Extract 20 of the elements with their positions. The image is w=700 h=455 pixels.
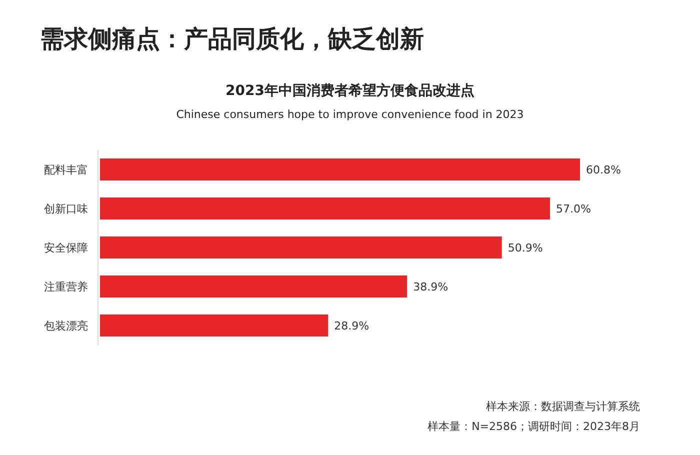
- bar: [100, 314, 328, 336]
- bar: [100, 236, 502, 258]
- text: 需求侧痛点：产品同质化，缺乏创新: [40, 25, 424, 53]
- y-tick-label: 注重营养: [44, 280, 88, 294]
- data-label: 57.0%: [556, 202, 591, 216]
- text: 样本来源：数据调查与计算系统: [486, 400, 640, 413]
- text: 样本量：N=2586；调研时间：2023年8月: [428, 420, 640, 433]
- chart-title: 2023年中国消费者希望方便食品改进点: [226, 82, 474, 99]
- y-tick-label: 配料丰富: [44, 164, 88, 176]
- data-label: 38.9%: [413, 280, 448, 294]
- y-tick-label: 创新口味: [44, 202, 88, 216]
- data-label: 60.8%: [586, 164, 621, 176]
- chart-subtitle: Chinese consumers hope to improve convenience food in 2023: [176, 108, 524, 121]
- y-tick-label: 安全保障: [44, 242, 88, 254]
- y-tick-label: 包装漂亮: [44, 320, 88, 332]
- bar: [100, 158, 580, 180]
- bar: [100, 198, 550, 220]
- bar: [100, 276, 408, 298]
- data-label: 50.9%: [508, 242, 543, 254]
- data-label: 28.9%: [334, 320, 370, 332]
